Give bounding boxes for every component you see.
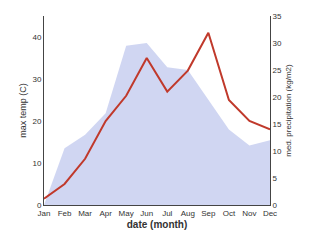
svg-text:Dec: Dec [263,209,277,218]
svg-text:Sep: Sep [201,209,216,218]
svg-text:Nov: Nov [242,209,256,218]
svg-text:15: 15 [273,120,282,129]
svg-text:Feb: Feb [58,209,72,218]
svg-text:30: 30 [273,39,282,48]
svg-text:20: 20 [273,93,282,102]
svg-text:Mar: Mar [78,209,92,218]
svg-text:35: 35 [273,12,282,21]
svg-text:May: May [119,209,134,218]
svg-text:5: 5 [273,174,278,183]
svg-text:Jun: Jun [140,209,153,218]
svg-text:30: 30 [32,75,41,84]
svg-text:10: 10 [32,159,41,168]
svg-text:Oct: Oct [223,209,236,218]
svg-text:max temp (C): max temp (C) [18,83,28,138]
svg-text:Jan: Jan [38,209,51,218]
svg-text:20: 20 [32,117,41,126]
svg-text:med. precipitation (kg/m2): med. precipitation (kg/m2) [284,64,293,157]
svg-text:25: 25 [273,66,282,75]
svg-text:Aug: Aug [181,209,195,218]
svg-text:Jul: Jul [162,209,172,218]
svg-text:Apr: Apr [99,209,112,218]
svg-text:0: 0 [273,201,278,210]
svg-text:0: 0 [37,201,42,210]
svg-text:40: 40 [32,33,41,42]
svg-text:date (month): date (month) [127,219,188,230]
svg-text:10: 10 [273,147,282,156]
